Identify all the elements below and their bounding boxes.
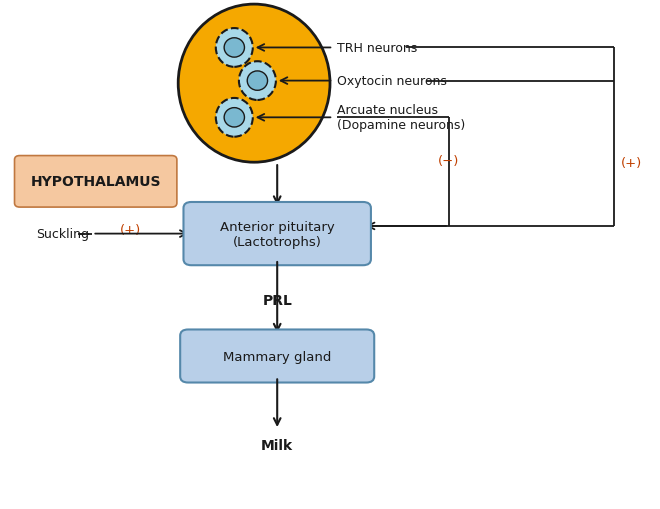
Text: (+): (+): [620, 156, 642, 169]
Text: TRH neurons: TRH neurons: [337, 42, 417, 55]
Ellipse shape: [216, 99, 253, 137]
Ellipse shape: [178, 5, 330, 163]
Ellipse shape: [248, 72, 267, 91]
Text: Anterior pituitary
(Lactotrophs): Anterior pituitary (Lactotrophs): [220, 220, 335, 248]
Text: (−): (−): [438, 155, 459, 168]
Text: Mammary gland: Mammary gland: [223, 350, 331, 363]
Text: Suckling: Suckling: [36, 228, 89, 241]
Text: (+): (+): [120, 223, 141, 237]
Text: Arcuate nucleus
(Dopamine neurons): Arcuate nucleus (Dopamine neurons): [337, 104, 465, 132]
Ellipse shape: [224, 39, 244, 58]
Ellipse shape: [224, 108, 244, 128]
Text: Milk: Milk: [261, 438, 293, 453]
Text: HYPOTHALAMUS: HYPOTHALAMUS: [30, 175, 161, 189]
Ellipse shape: [239, 62, 276, 101]
Text: Oxytocin neurons: Oxytocin neurons: [337, 75, 446, 88]
Text: PRL: PRL: [262, 293, 292, 307]
Ellipse shape: [216, 29, 253, 68]
FancyBboxPatch shape: [180, 330, 374, 383]
FancyBboxPatch shape: [183, 203, 371, 266]
FancyBboxPatch shape: [15, 156, 177, 208]
